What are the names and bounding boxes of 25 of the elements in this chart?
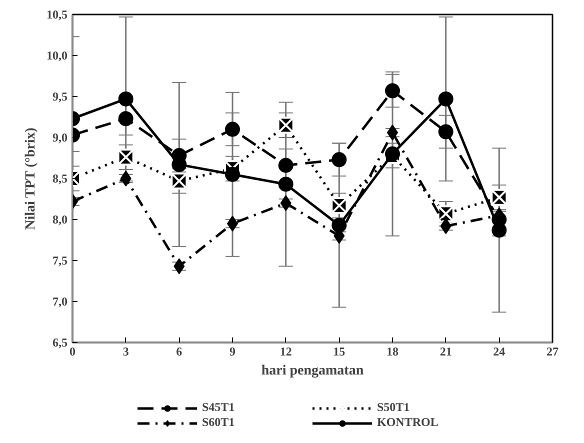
legend-label: S45T1 xyxy=(202,400,236,415)
x-tick-label: 9 xyxy=(230,344,236,358)
x-tick-label: 3 xyxy=(122,344,129,358)
y-tick-label: 9,5 xyxy=(52,90,68,104)
y-axis-title: Nilai TPT (°brix) xyxy=(24,127,38,230)
x-tick-label: 21 xyxy=(440,344,452,358)
x-tick-label: 0 xyxy=(70,344,76,358)
y-tick-label: 10,5 xyxy=(46,8,68,22)
x-tick-label: 6 xyxy=(176,344,182,358)
y-tick-label: 8,0 xyxy=(52,212,68,226)
x-tick-label: 15 xyxy=(333,344,346,358)
x-tick-label: 12 xyxy=(280,344,292,358)
x-tick-label: 24 xyxy=(493,344,506,358)
legend-label: S50T1 xyxy=(377,400,411,415)
y-tick-label: 10,0 xyxy=(46,48,68,62)
x-tick-label: 27 xyxy=(546,344,558,358)
y-tick-label: 9,0 xyxy=(52,130,68,144)
y-tick-label: 8,5 xyxy=(52,172,68,186)
legend-label: KONTROL xyxy=(377,415,440,430)
y-tick-label: 7,5 xyxy=(52,254,68,268)
x-axis-title: hari pengamatan xyxy=(261,364,364,378)
x-tick-label: 18 xyxy=(386,344,398,358)
legend-label: S60T1 xyxy=(202,415,236,430)
y-tick-label: 6,5 xyxy=(52,336,68,350)
y-tick-label: 7,0 xyxy=(52,294,68,308)
